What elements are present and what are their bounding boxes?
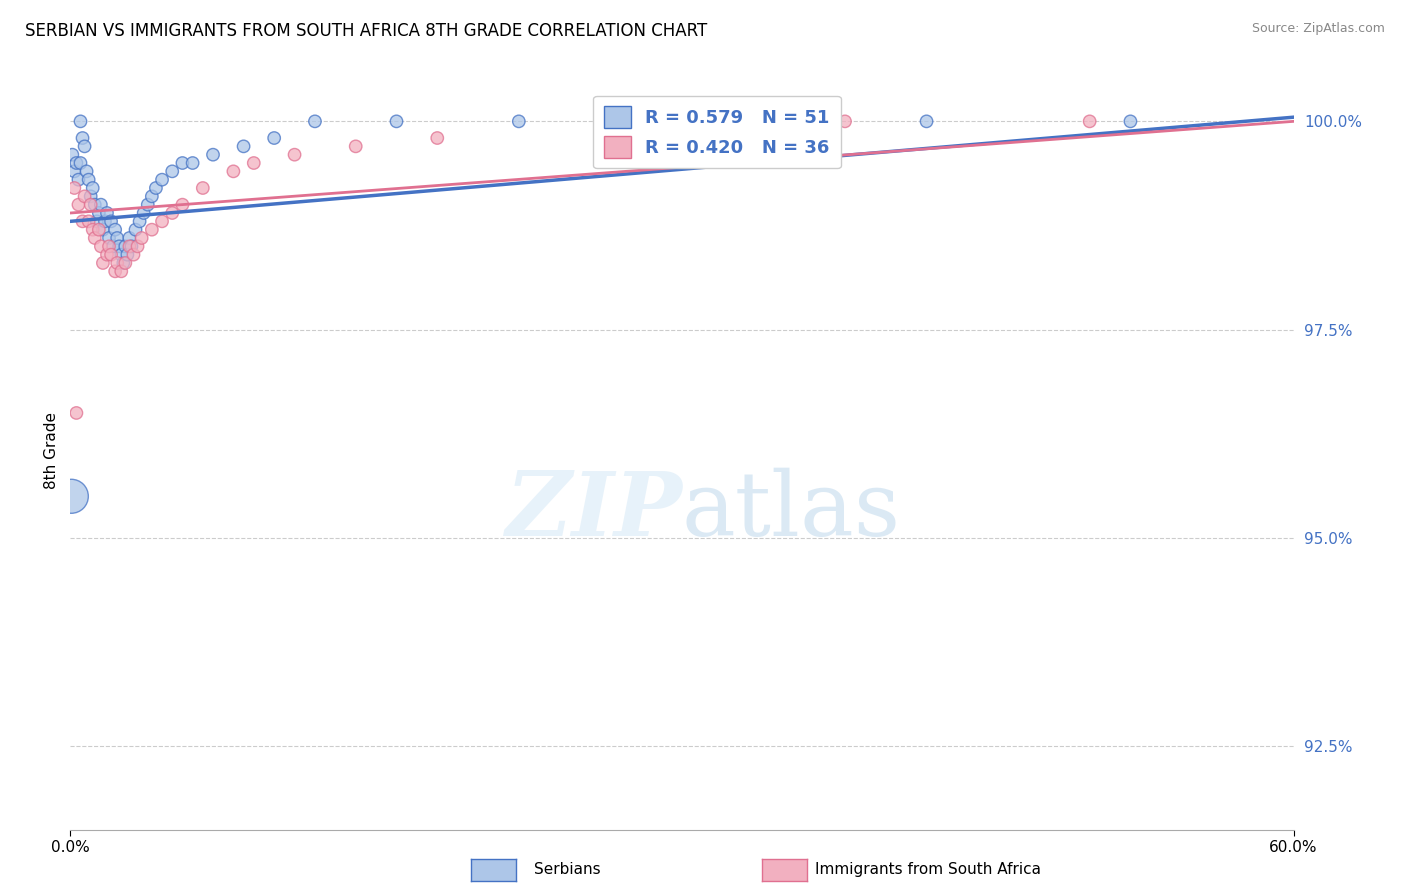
Point	[96, 206, 118, 220]
Point	[98, 239, 121, 253]
Point	[77, 214, 100, 228]
Point	[426, 131, 449, 145]
Point	[114, 256, 136, 270]
Point	[67, 172, 90, 186]
Point	[127, 239, 149, 253]
Point	[284, 147, 307, 161]
Point	[65, 156, 87, 170]
Point	[263, 131, 285, 145]
Point	[87, 222, 110, 236]
Point	[162, 164, 183, 178]
Text: SERBIAN VS IMMIGRANTS FROM SOUTH AFRICA 8TH GRADE CORRELATION CHART: SERBIAN VS IMMIGRANTS FROM SOUTH AFRICA …	[25, 22, 707, 40]
Point	[385, 114, 408, 128]
Point	[90, 197, 112, 211]
Point	[118, 231, 141, 245]
Point	[114, 239, 136, 253]
Point	[91, 222, 114, 236]
Point	[121, 239, 143, 253]
Point	[222, 164, 245, 178]
Point	[344, 139, 367, 153]
Point	[915, 114, 938, 128]
Point	[72, 131, 94, 145]
Point	[79, 189, 103, 203]
Point	[128, 214, 150, 228]
Point	[141, 222, 163, 236]
Point	[172, 156, 194, 170]
Point	[232, 139, 254, 153]
Point	[63, 164, 86, 178]
Text: ZIP: ZIP	[506, 468, 682, 554]
Point	[73, 189, 96, 203]
Point	[60, 147, 83, 161]
Point	[77, 172, 100, 186]
Point	[105, 231, 128, 245]
Point	[105, 256, 128, 270]
Point	[72, 214, 94, 228]
Legend: R = 0.579   N = 51, R = 0.420   N = 36: R = 0.579 N = 51, R = 0.420 N = 36	[593, 95, 841, 169]
Point	[1119, 114, 1142, 128]
Point	[110, 247, 132, 261]
Point	[69, 114, 91, 128]
Text: Serbians: Serbians	[534, 863, 600, 877]
Point	[150, 172, 173, 186]
Text: Source: ZipAtlas.com: Source: ZipAtlas.com	[1251, 22, 1385, 36]
Point	[73, 139, 96, 153]
Point	[90, 239, 112, 253]
Point	[63, 181, 86, 195]
Point	[202, 147, 225, 161]
Point	[100, 214, 122, 228]
Point	[101, 239, 124, 253]
Point	[630, 114, 652, 128]
Point	[65, 406, 87, 420]
Point	[67, 197, 90, 211]
Point	[118, 239, 141, 253]
Point	[132, 206, 155, 220]
Point	[1078, 114, 1101, 128]
Point	[172, 197, 194, 211]
Point	[110, 264, 132, 278]
Point	[117, 247, 139, 261]
Point	[79, 197, 103, 211]
Point	[145, 181, 167, 195]
Text: atlas: atlas	[682, 467, 901, 555]
Point	[508, 114, 530, 128]
Point	[76, 164, 98, 178]
Point	[100, 247, 122, 261]
Point	[150, 214, 173, 228]
Point	[136, 197, 159, 211]
Point	[87, 206, 110, 220]
Point	[94, 214, 117, 228]
Point	[834, 114, 856, 128]
Point	[141, 189, 163, 203]
Point	[69, 156, 91, 170]
Point	[104, 264, 127, 278]
Point	[191, 181, 214, 195]
Point	[60, 489, 83, 503]
Point	[122, 247, 145, 261]
Point	[131, 231, 153, 245]
Point	[86, 214, 108, 228]
Point	[112, 256, 135, 270]
Point	[82, 222, 104, 236]
Point	[243, 156, 266, 170]
Point	[162, 206, 183, 220]
Text: Immigrants from South Africa: Immigrants from South Africa	[815, 863, 1042, 877]
Point	[108, 239, 131, 253]
Point	[124, 222, 146, 236]
Point	[91, 256, 114, 270]
Point	[104, 222, 127, 236]
Point	[181, 156, 204, 170]
Point	[98, 231, 121, 245]
Point	[83, 197, 105, 211]
Y-axis label: 8th Grade: 8th Grade	[44, 412, 59, 489]
Point	[96, 247, 118, 261]
Point	[304, 114, 326, 128]
Point	[83, 231, 105, 245]
Point	[773, 114, 796, 128]
Point	[82, 181, 104, 195]
